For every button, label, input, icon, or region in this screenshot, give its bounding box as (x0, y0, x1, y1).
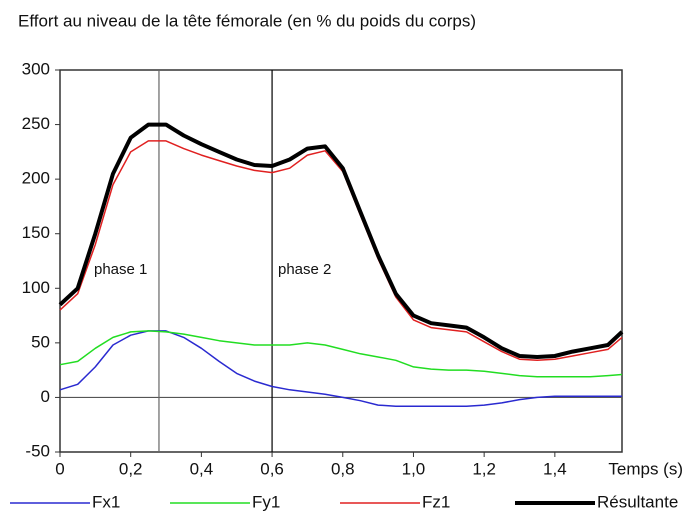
plot-frame (59, 69, 623, 453)
y-tick-label: 0 (41, 387, 50, 406)
x-tick-label: 1,0 (402, 459, 426, 478)
x-tick-label: 0,8 (331, 459, 355, 478)
y-tick-label: 300 (22, 59, 50, 78)
y-tick-label: 250 (22, 114, 50, 133)
legend-label: Fy1 (252, 492, 280, 511)
annotation: phase 1 (94, 261, 147, 278)
series-line (59, 140, 623, 362)
x-tick-label: 1,2 (472, 459, 496, 478)
y-tick-label: 50 (31, 332, 50, 351)
legend-label: Fx1 (92, 492, 120, 511)
annotation: phase 2 (278, 261, 331, 278)
x-tick-label: 0,6 (260, 459, 284, 478)
legend-label: Fz1 (422, 492, 450, 511)
y-tick-label: 100 (22, 278, 50, 297)
series-line (59, 330, 622, 407)
series-line (58, 122, 624, 359)
x-tick-label: 1,4 (543, 459, 567, 478)
y-tick-label: 150 (22, 223, 50, 242)
series-line (59, 330, 623, 378)
x-tick-label: 0,2 (119, 459, 143, 478)
chart-title: Effort au niveau de la tête fémorale (en… (18, 11, 476, 30)
x-tick-label: 0 (55, 459, 64, 478)
y-tick-label: -50 (25, 441, 50, 460)
legend-label: Résultante (597, 492, 678, 511)
x-tick-label: 0,4 (190, 459, 214, 478)
x-axis-label: Temps (s) (608, 459, 683, 478)
y-tick-label: 200 (22, 169, 50, 188)
